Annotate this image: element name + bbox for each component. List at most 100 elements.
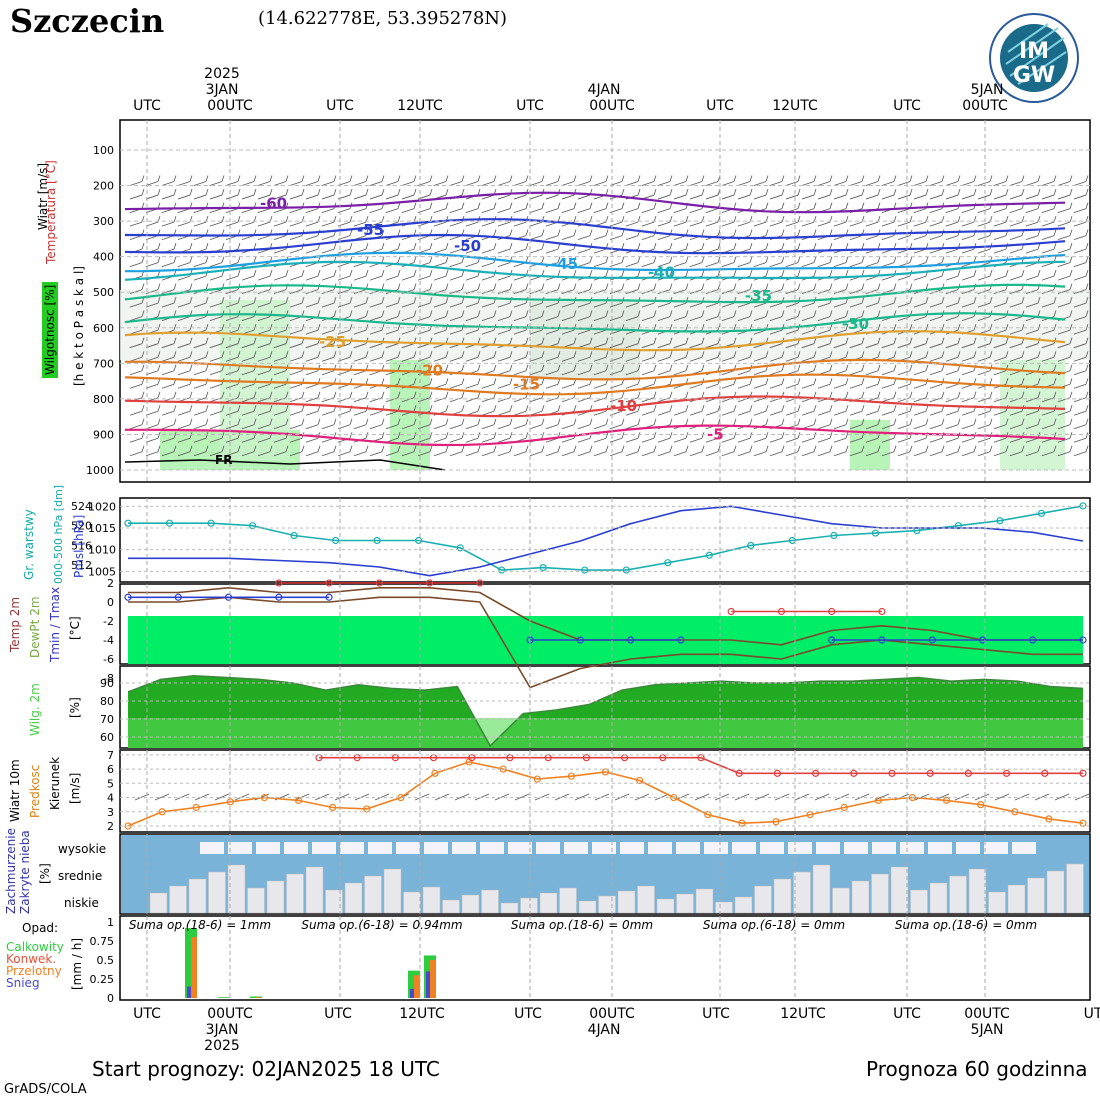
wind-tick-label: 3 [107, 806, 114, 819]
wind-barb [657, 316, 671, 322]
wind-barb [541, 351, 545, 358]
wind-barb [525, 256, 529, 263]
wind-barb [1057, 181, 1071, 186]
wind-barb [429, 378, 433, 385]
wind-barb [461, 202, 465, 209]
wind-barb [241, 181, 255, 186]
wind-barb [845, 364, 849, 371]
pressure-tick-label: 1000 [86, 464, 114, 477]
wind10m-barb [594, 793, 610, 801]
wind-barb [721, 262, 735, 268]
wind-barb [893, 351, 897, 358]
wind10m-barb [434, 793, 450, 801]
wind10m-barb [294, 793, 310, 801]
wind-barb [865, 194, 879, 200]
wind-barb [593, 343, 607, 349]
wind-barb [241, 437, 255, 443]
wind-barb [845, 188, 849, 196]
wind-barb [209, 356, 223, 362]
wind-barb [241, 397, 255, 403]
wind-barb [865, 383, 879, 389]
wind-barb [1009, 181, 1023, 186]
wind-barb [1037, 297, 1041, 304]
wind-barb [909, 391, 913, 398]
wind-barb [865, 437, 879, 443]
wind-barb [349, 297, 353, 304]
wind-barb [897, 397, 911, 403]
wind-barb [941, 270, 945, 277]
wind-barb [269, 297, 273, 304]
wind-barb [945, 275, 959, 281]
wind-barb [945, 451, 959, 457]
wind-barb [157, 256, 161, 263]
wind-barb [705, 316, 719, 322]
wind-barb [1073, 275, 1087, 281]
wind-barb [225, 343, 239, 349]
cloud-high [368, 842, 392, 854]
wind-barb [545, 370, 559, 376]
wind-barb [301, 175, 305, 182]
wind-barb [1025, 235, 1039, 240]
wind-barb [161, 356, 175, 362]
wind10m-barb [534, 793, 550, 801]
wind-barb [673, 221, 687, 227]
wind-barb [577, 329, 591, 335]
wind-barb [381, 324, 385, 331]
wind-barb [513, 289, 527, 295]
wind-barb [1021, 418, 1025, 425]
wind-barb [209, 302, 223, 308]
wind-barb [989, 175, 993, 182]
wind-barb [557, 405, 561, 412]
wind-barb [381, 229, 385, 236]
wind-barb [481, 383, 495, 389]
wind-barb [945, 383, 959, 389]
wind-barb [545, 248, 559, 254]
wind-barb [401, 208, 415, 213]
wind-barb [305, 181, 319, 186]
wind-barb [769, 410, 783, 416]
wind-barb [689, 410, 703, 416]
wind-barb [461, 175, 465, 182]
wind10m-barb [214, 793, 230, 801]
wind-barb [477, 418, 481, 425]
wind10m-barb [1014, 793, 1030, 801]
wind-barb [913, 194, 927, 200]
wind-barb [241, 289, 255, 295]
wind-barb [497, 370, 511, 376]
wind-barb [433, 424, 447, 430]
wind-barb [397, 297, 401, 304]
wind-barb [1021, 270, 1025, 277]
precip-bar-conv [256, 997, 262, 998]
wind-barb [785, 410, 799, 416]
wind-barb [145, 194, 159, 200]
wind-barb [945, 235, 959, 240]
wind-barb [541, 405, 545, 412]
wind-barb [705, 221, 719, 227]
wind-barb [833, 410, 847, 416]
wind-barb [621, 432, 625, 439]
wind-barb [637, 202, 641, 209]
wind-barb [977, 248, 991, 254]
wind-barb [481, 221, 495, 227]
wind-barb [801, 410, 815, 416]
wind-barb [733, 337, 737, 344]
wind-barb [237, 270, 241, 277]
wind-barb [797, 283, 801, 290]
cloud-column [637, 885, 655, 914]
wind-barb [173, 215, 177, 223]
wind-barb [493, 337, 497, 344]
cloud-high [536, 842, 560, 854]
wind-barb [1025, 248, 1039, 254]
wind-barb [145, 221, 159, 227]
wind-barb [813, 270, 817, 277]
wind-barb [193, 181, 207, 186]
wind-barb [445, 283, 449, 290]
wind-barb [641, 208, 655, 213]
wind-barb [257, 208, 271, 213]
wind-barb [1005, 337, 1009, 344]
wind-barb [845, 378, 849, 385]
dewpt-label: DewPt 2m [28, 596, 42, 658]
wind-barb [657, 302, 671, 308]
wind-barb [353, 329, 367, 335]
precip-bar-snow [426, 971, 430, 998]
